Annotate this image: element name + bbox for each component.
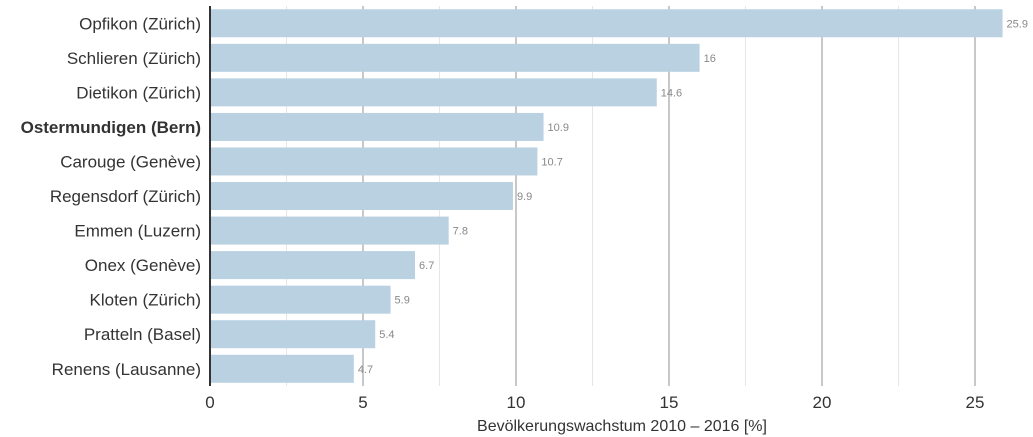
category-label: Ostermundigen (Bern) (21, 118, 201, 137)
value-label: 14.6 (661, 87, 682, 99)
bar (210, 43, 700, 72)
x-tick-label: 25 (966, 393, 985, 412)
bar (210, 78, 657, 107)
bar (210, 9, 1003, 38)
value-label: 9.9 (517, 191, 532, 203)
x-axis-title: Bevölkerungswachstum 2010 – 2016 [%] (477, 418, 767, 435)
x-tick-label: 0 (205, 393, 214, 412)
value-label: 10.9 (548, 122, 569, 134)
category-label: Carouge (Genève) (60, 152, 201, 171)
bar (210, 182, 513, 211)
x-tick-label: 5 (358, 393, 367, 412)
value-label: 4.7 (358, 364, 373, 376)
category-label: Onex (Genève) (85, 256, 201, 275)
bar (210, 216, 449, 245)
value-label: 5.4 (379, 329, 394, 341)
category-label: Regensdorf (Zürich) (50, 187, 201, 206)
bar (210, 320, 376, 349)
bar (210, 147, 538, 176)
bar (210, 251, 416, 280)
category-label: Dietikon (Zürich) (76, 83, 201, 102)
value-labels: 25.9 16 14.6 10.9 10.7 9.9 7.8 6.7 5.9 5.4 4.7 (358, 18, 1028, 376)
bar (210, 285, 391, 314)
x-tick-label: 15 (660, 393, 679, 412)
x-tick-labels: 0 5 10 15 20 25 (205, 393, 984, 412)
bar (210, 354, 354, 383)
category-label: Pratteln (Basel) (84, 325, 201, 344)
category-label: Opfikon (Zürich) (79, 14, 201, 33)
x-tick-label: 10 (507, 393, 526, 412)
value-label: 25.9 (1007, 18, 1028, 30)
value-label: 7.8 (453, 226, 468, 238)
value-label: 6.7 (419, 260, 434, 272)
category-label: Emmen (Luzern) (74, 222, 201, 241)
value-label: 5.9 (395, 295, 410, 307)
value-label: 16 (704, 53, 716, 65)
category-label: Renens (Lausanne) (52, 360, 201, 379)
x-tick-label: 20 (813, 393, 832, 412)
value-label: 10.7 (541, 156, 562, 168)
category-label: Kloten (Zürich) (90, 291, 201, 310)
bar (210, 112, 544, 141)
category-label: Schlieren (Zürich) (67, 49, 201, 68)
bars (210, 9, 1003, 383)
category-labels: Opfikon (Zürich) Schlieren (Zürich) Dietik… (21, 14, 201, 379)
